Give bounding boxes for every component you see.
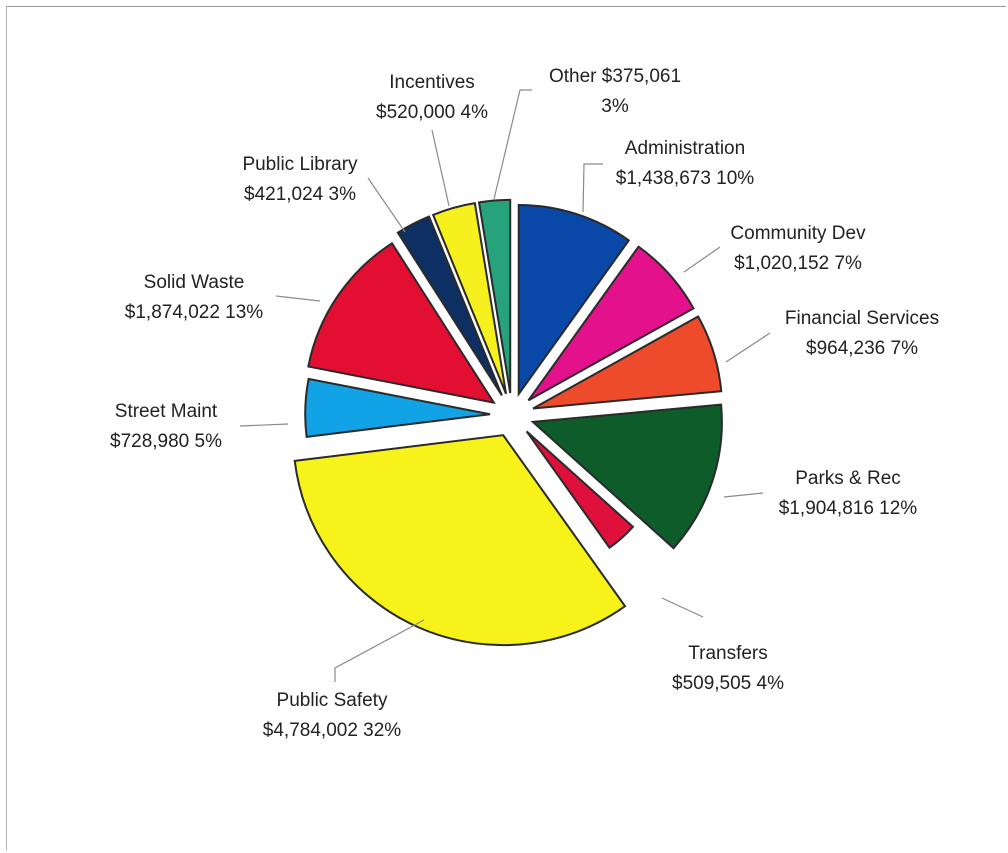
label-financial-services: Financial Services $964,236 7% [785,308,939,359]
leader-parks-rec [723,492,764,498]
label-street-maint: Street Maint $728,980 5% [110,401,222,452]
label-administration: Administration $1,438,673 10% [616,138,755,189]
slice-street-maint [304,377,491,438]
label-transfers: Transfers $509,505 4% [672,643,784,694]
slice-transfers [525,430,635,550]
slice-incentives [431,202,508,395]
chart-frame [6,6,1006,851]
label-public-library: Public Library $421,024 3% [242,154,358,205]
leader-lines [239,89,771,682]
leader-street-maint [239,423,289,427]
slice-public-safety [293,434,627,647]
slice-public-library [396,215,503,397]
label-solid-waste: Solid Waste $1,874,022 13% [125,272,264,323]
leader-public-safety [334,619,425,682]
slice-financial-services [532,315,723,410]
slice-administration [517,204,631,398]
slice-solid-waste [307,241,496,405]
leader-administration [582,163,603,213]
label-other: Other $375,061 3% [549,66,681,117]
leader-public-library [367,177,406,233]
leader-incentives [431,129,450,207]
label-public-safety: Public Safety $4,784,002 32% [263,690,402,741]
leader-community-dev [683,246,721,273]
leader-financial-services [725,332,771,363]
label-parks-rec: Parks & Rec $1,904,816 12% [779,468,918,519]
slice-parks-rec [530,403,723,550]
leader-solid-waste [275,295,321,302]
slice-labels: Administration $1,438,673 10% Community De… [110,66,939,741]
slice-other [477,198,512,394]
leader-other [493,89,532,200]
label-community-dev: Community Dev $1,020,152 7% [730,223,866,274]
label-incentives: Incentives $520,000 4% [376,72,488,123]
leader-transfers [661,597,704,618]
slice-community-dev [527,245,695,402]
pie-slices [293,198,723,647]
